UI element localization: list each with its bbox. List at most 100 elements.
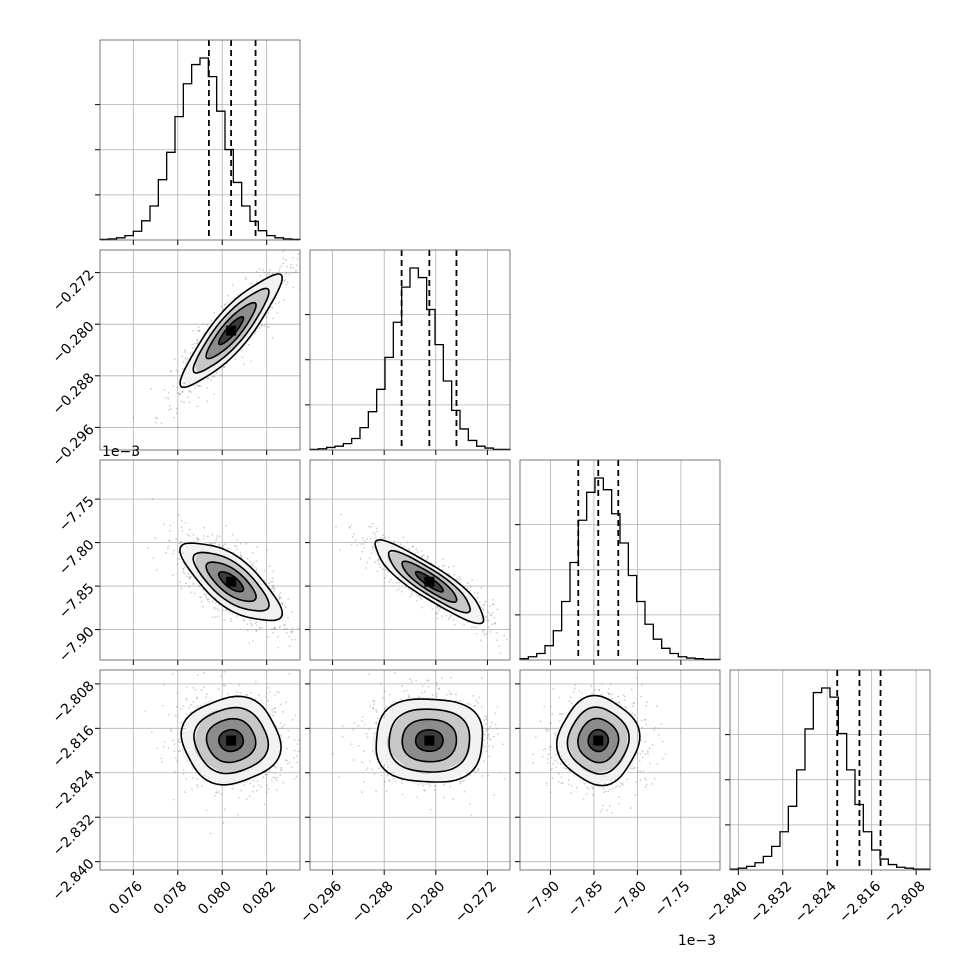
sample-point [189, 391, 192, 394]
sample-point [475, 699, 478, 702]
sample-point [280, 727, 283, 729]
sample-point [263, 325, 266, 327]
sample-point [415, 679, 417, 682]
sample-point [435, 692, 438, 695]
sample-point [303, 657, 305, 659]
sample-point [193, 342, 196, 345]
sample-point [546, 784, 548, 787]
sample-point [182, 361, 185, 364]
sample-point [168, 540, 171, 542]
sample-point [170, 730, 173, 733]
sample-point [473, 705, 475, 707]
sample-point [245, 697, 247, 700]
sample-point [256, 546, 259, 549]
sample-point [376, 541, 379, 544]
sample-point [271, 711, 274, 713]
sample-point [215, 791, 217, 794]
sample-point [503, 634, 506, 637]
sample-point [211, 600, 214, 602]
sample-point [609, 683, 612, 685]
sample-point [182, 385, 185, 387]
sample-point [436, 612, 439, 615]
sample-point [369, 705, 372, 708]
sample-point [443, 783, 446, 786]
sample-point [376, 530, 378, 533]
sample-point [217, 543, 220, 546]
sample-point [222, 684, 225, 686]
sample-point [487, 619, 489, 622]
scatter-panel-0-1 [95, 249, 301, 455]
sample-point [441, 615, 444, 618]
sample-point [213, 393, 216, 396]
sample-point [200, 600, 203, 603]
sample-point [264, 696, 267, 699]
sample-point [417, 594, 420, 597]
sample-point [203, 686, 206, 689]
sample-point [237, 813, 239, 816]
sample-point [288, 736, 290, 739]
sample-point [483, 760, 486, 763]
sample-point [400, 779, 403, 782]
contour-line [205, 561, 257, 603]
sample-point [497, 645, 500, 648]
sample-point [254, 698, 257, 701]
density-peak [226, 325, 237, 336]
sample-point [636, 752, 639, 755]
sample-point [427, 555, 429, 558]
sample-point [437, 687, 440, 690]
sample-point [288, 273, 291, 276]
sample-point [363, 546, 365, 549]
sample-point [217, 609, 220, 612]
sample-point [181, 550, 184, 553]
sample-point [296, 761, 299, 764]
sample-point [205, 693, 208, 696]
sample-point [483, 719, 486, 722]
sample-point [359, 558, 362, 561]
sample-point [214, 602, 217, 604]
sample-point [467, 702, 470, 705]
sample-point [481, 775, 484, 777]
sample-point [369, 759, 371, 762]
sample-point [294, 271, 297, 274]
sample-point [476, 592, 479, 595]
sample-point [570, 785, 573, 788]
sample-point [286, 265, 288, 268]
sample-point [178, 393, 181, 396]
sample-point [489, 631, 492, 633]
sample-point [259, 627, 262, 630]
sample-point [282, 262, 285, 264]
sample-point [484, 722, 487, 725]
sample-point [163, 741, 166, 743]
sample-point [297, 750, 300, 753]
sample-point [380, 682, 382, 685]
sample-point [255, 629, 258, 632]
sample-point [175, 412, 178, 415]
sample-point [651, 744, 654, 746]
panel-content [531, 677, 667, 814]
sample-point [496, 608, 499, 611]
sample-point [154, 537, 157, 539]
sample-point [236, 294, 239, 296]
sample-point [469, 590, 472, 592]
histogram-step [309, 267, 511, 451]
sample-point [384, 568, 387, 571]
sample-point [192, 329, 194, 332]
sample-point [552, 687, 555, 690]
sample-point [583, 782, 586, 785]
sample-point [374, 668, 376, 670]
sample-point [362, 542, 365, 545]
sample-point [400, 698, 403, 701]
sample-point [354, 539, 357, 541]
sample-point [184, 522, 187, 525]
sample-point [206, 598, 209, 601]
sample-point [361, 536, 364, 539]
sample-point [274, 772, 277, 775]
sample-point [272, 631, 274, 634]
sample-point [409, 595, 412, 598]
sample-point [390, 578, 392, 581]
sample-point [170, 370, 173, 373]
sample-point [267, 311, 270, 314]
sample-point [275, 766, 278, 769]
panel-bg [100, 40, 300, 240]
sample-point [168, 530, 171, 533]
